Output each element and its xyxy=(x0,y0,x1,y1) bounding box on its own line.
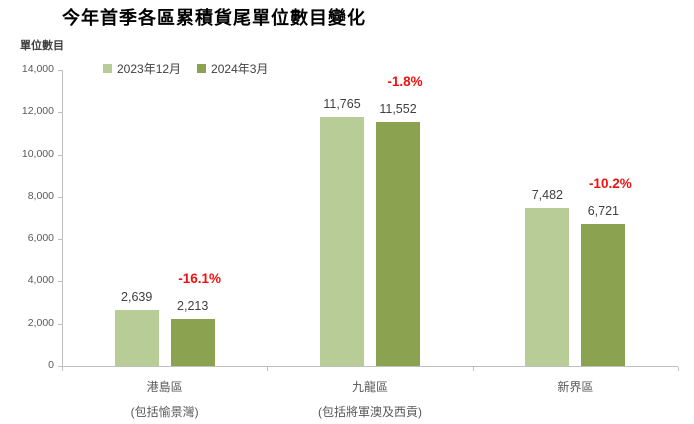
legend-item-2024mar: 2024年3月 xyxy=(197,60,268,77)
bar xyxy=(114,310,159,366)
bar-value-label: 2,639 xyxy=(121,290,153,304)
x-category-label: 港島區 xyxy=(146,380,183,394)
change-label: -10.2% xyxy=(588,176,632,191)
legend-label-2024mar: 2024年3月 xyxy=(211,62,269,76)
bar xyxy=(376,122,420,366)
y-tick xyxy=(58,112,62,114)
x-category-label: 新界區 xyxy=(557,380,594,394)
bar-value-label: 6,721 xyxy=(587,204,619,218)
x-category-sublabel: (包括將軍澳及西貢) xyxy=(318,405,422,419)
legend-label-2023dec: 2023年12月 xyxy=(117,62,182,76)
y-tick xyxy=(58,281,62,283)
y-tick-label: 8,000 xyxy=(27,189,54,202)
y-tick xyxy=(58,323,62,325)
bar-value-label: 2,213 xyxy=(177,299,209,313)
y-axis-title: 單位數目 xyxy=(20,40,64,52)
x-category-sublabel: (包括愉景灣) xyxy=(130,405,199,419)
y-tick-label: 2,000 xyxy=(27,316,54,329)
bar xyxy=(320,117,364,366)
y-tick xyxy=(58,366,62,367)
y-tick-label: 0 xyxy=(48,359,54,371)
legend-swatch-2024mar xyxy=(197,64,207,73)
x-tick xyxy=(678,367,679,371)
change-label: -16.1% xyxy=(178,271,222,286)
bar-value-label: 7,482 xyxy=(531,188,563,202)
x-tick xyxy=(267,367,269,371)
x-category-label: 九龍區 xyxy=(351,380,388,394)
y-tick-label: 4,000 xyxy=(27,274,54,287)
legend-item-2023dec: 2023年12月 xyxy=(103,60,181,77)
y-tick-label: 14,000 xyxy=(21,63,54,75)
y-tick xyxy=(58,154,62,156)
legend: 2023年12月 2024年3月 xyxy=(103,60,268,77)
y-tick-label: 10,000 xyxy=(21,147,54,160)
bar xyxy=(525,208,570,366)
change-label: -1.8% xyxy=(387,74,423,89)
y-tick xyxy=(58,70,62,71)
legend-swatch-2023dec xyxy=(103,64,112,73)
y-tick-label: 12,000 xyxy=(21,105,54,118)
y-tick xyxy=(58,239,62,241)
x-axis-line xyxy=(62,366,678,367)
bar xyxy=(581,224,626,366)
y-axis-line xyxy=(62,70,63,366)
bar xyxy=(170,319,215,366)
x-tick xyxy=(62,367,63,371)
chart-title: 今年首季各區累積貨尾單位數目變化 xyxy=(62,8,366,28)
y-tick xyxy=(58,196,62,198)
bar-value-label: 11,765 xyxy=(323,97,361,111)
y-tick-label: 6,000 xyxy=(27,232,54,245)
x-tick xyxy=(472,367,474,371)
bar-value-label: 11,552 xyxy=(379,102,417,116)
